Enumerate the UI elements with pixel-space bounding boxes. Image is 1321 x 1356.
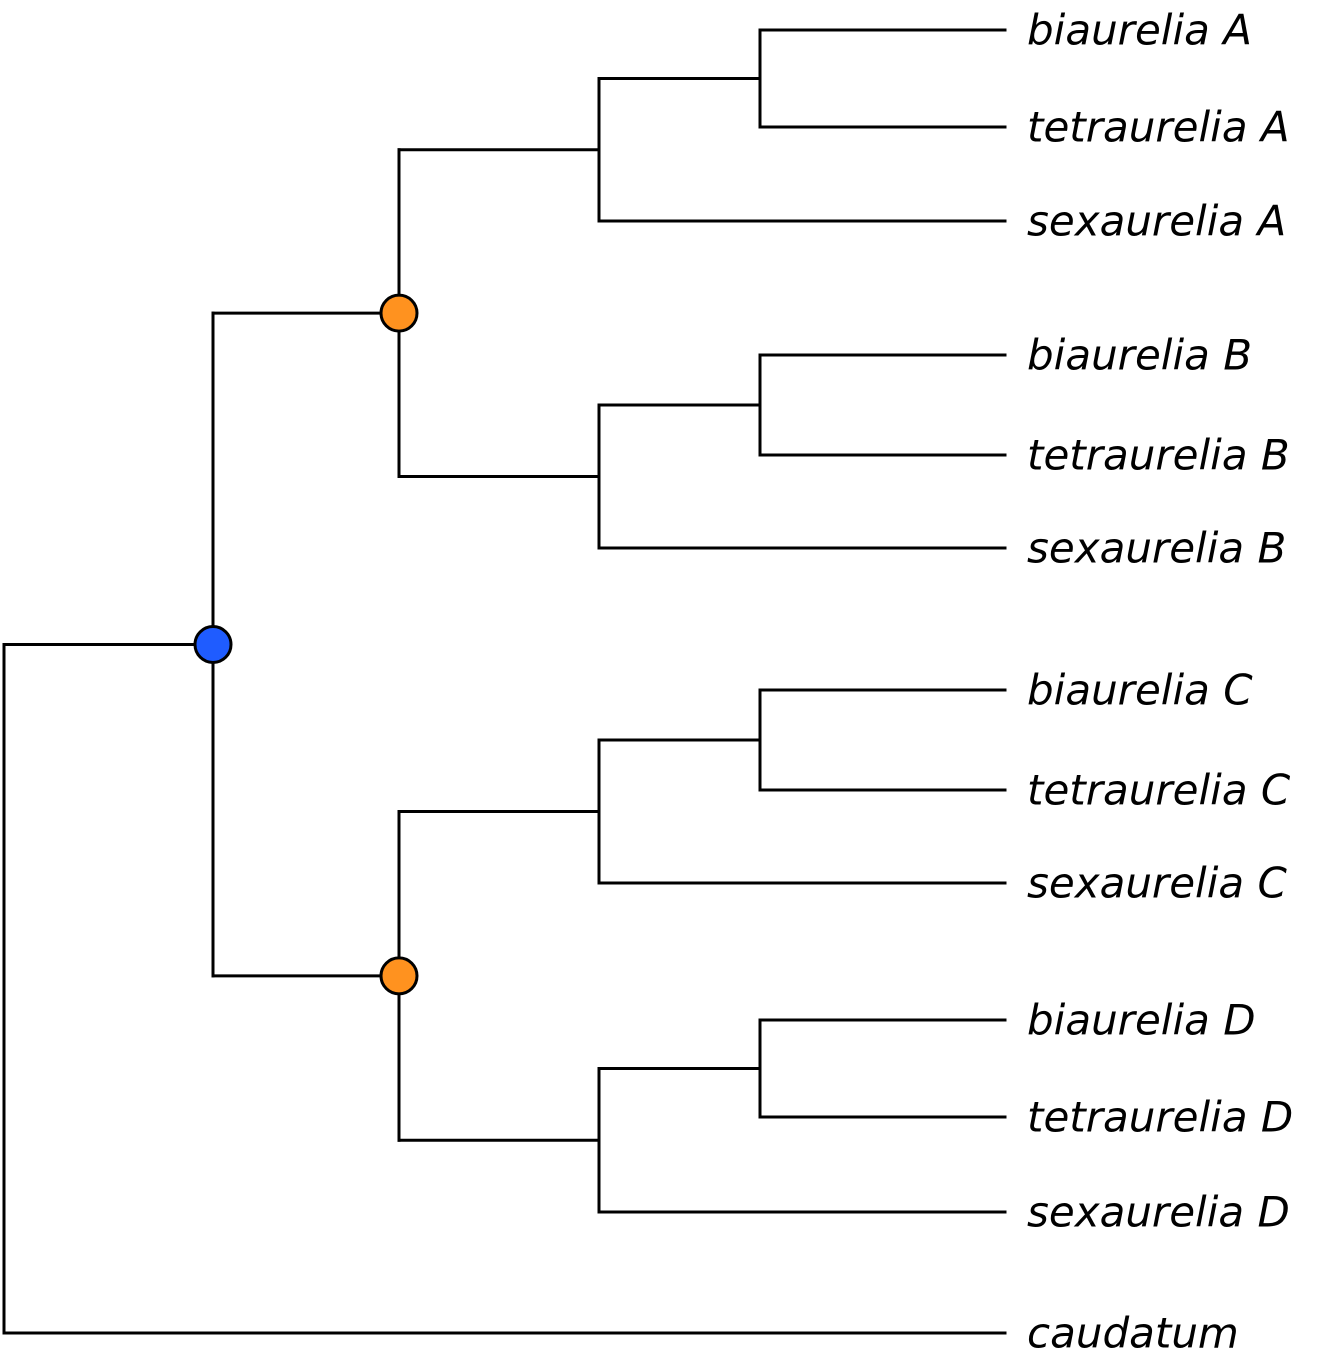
duplication-node-dup-orange-cd — [379, 956, 419, 996]
leaf-label-biC: biaurelia C — [1027, 666, 1253, 715]
leaf-label-biA: biaurelia A — [1027, 6, 1252, 55]
leaf-label-teA: tetraurelia A — [1027, 103, 1290, 152]
leaf-label-teC: tetraurelia C — [1027, 766, 1291, 815]
leaf-label-seB: sexaurelia B — [1027, 524, 1286, 573]
leaf-label-cau: caudatum — [1027, 1309, 1239, 1356]
leaf-label-biB: biaurelia B — [1027, 331, 1252, 380]
duplication-markers — [193, 293, 419, 996]
leaf-label-teD: tetraurelia D — [1027, 1093, 1293, 1142]
leaf-label-teB: tetraurelia B — [1027, 431, 1290, 480]
duplication-node-dup-orange-ab — [379, 293, 419, 333]
leaf-label-seC: sexaurelia C — [1027, 859, 1287, 908]
leaf-labels: biaurelia A tetraurelia A sexaurelia A biau… — [1027, 6, 1293, 1356]
tree-branches — [2, 28, 1007, 1335]
leaf-label-seA: sexaurelia A — [1027, 197, 1286, 246]
duplication-node-dup-blue — [193, 625, 233, 664]
leaf-label-seD: sexaurelia D — [1027, 1188, 1290, 1237]
leaf-label-biD: biaurelia D — [1027, 996, 1256, 1045]
